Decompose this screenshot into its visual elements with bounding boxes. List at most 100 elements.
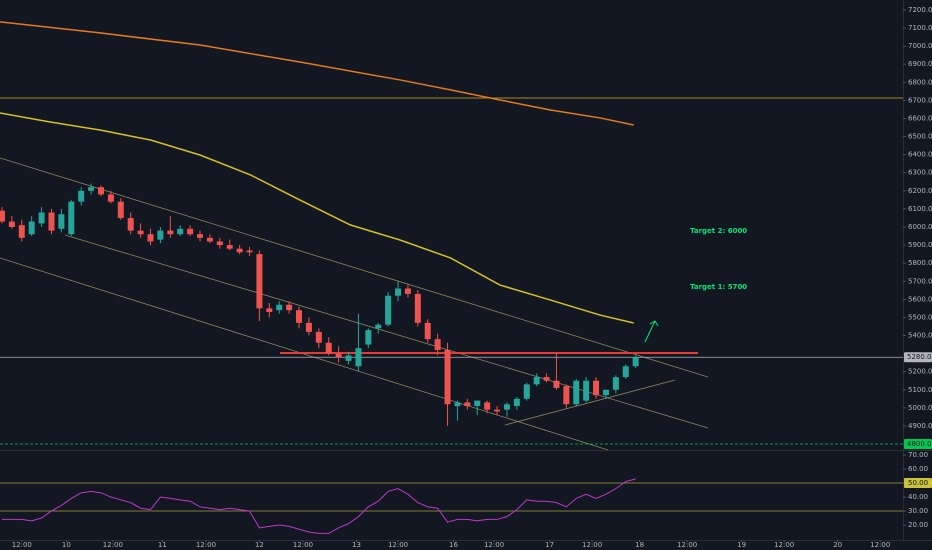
support-trendline [504, 379, 676, 426]
rsi-badge [904, 478, 932, 489]
candle-body [88, 187, 95, 191]
y-tick-label: 6400.0 [908, 151, 932, 159]
candle-body [365, 330, 372, 345]
candle-body [48, 212, 55, 231]
y-tick-label: 7000.0 [908, 42, 932, 50]
candle-body [187, 228, 194, 235]
arrow-head [649, 320, 659, 327]
x-tick-label: 12:00 [293, 541, 313, 549]
rsi-line [1, 478, 636, 534]
candle-body [127, 217, 134, 231]
candle-body [573, 380, 580, 405]
rsi-tick-label: 20.00 [908, 521, 928, 529]
x-tick-label: 12:00 [484, 541, 504, 549]
moving-average [0, 112, 634, 324]
candle-body [513, 398, 520, 407]
x-tick-label: 12:00 [677, 541, 697, 549]
rsi-badge-label: 50.00 [908, 479, 928, 487]
candle-body [157, 230, 164, 240]
x-tick-label: 12:00 [196, 541, 216, 549]
y-tick-label: 6300.0 [908, 169, 932, 177]
y-tick-label: 6700.0 [908, 96, 932, 104]
candle-body [533, 377, 540, 385]
y-tick-label: 6600.0 [908, 114, 932, 122]
y-tick-label: 5600.0 [908, 295, 932, 303]
x-tick-label: 20 [833, 541, 842, 549]
y-tick-label: 6100.0 [908, 205, 932, 213]
candle-body [385, 295, 392, 325]
rsi-tick-label: 30.00 [908, 507, 928, 515]
candle-body [593, 380, 600, 396]
x-tick-label: 12:00 [103, 541, 123, 549]
candle-body [107, 194, 114, 202]
candle-body [256, 254, 263, 309]
candle-body [395, 288, 402, 296]
candle-body [167, 230, 174, 235]
candle-body [335, 353, 342, 358]
candle-body [305, 322, 312, 332]
candle-body [434, 339, 441, 350]
candle-body [266, 308, 273, 312]
candle-body [8, 221, 15, 227]
candle-body [424, 322, 431, 340]
candle-body [18, 225, 25, 238]
candle-body [503, 404, 510, 410]
price-badge [904, 439, 932, 450]
y-tick-label: 5800.0 [908, 259, 932, 267]
price-badge [904, 352, 932, 363]
candle-body [38, 212, 45, 224]
x-tick-label: 12:00 [582, 541, 602, 549]
candle-body [0, 210, 5, 222]
candle-body [602, 389, 609, 396]
y-tick-label: 7100.0 [908, 24, 932, 32]
candle-body [58, 214, 65, 229]
candle-body [464, 402, 471, 407]
x-tick-label: 12 [255, 541, 264, 549]
y-tick-label: 5100.0 [908, 386, 932, 394]
candle-body [197, 234, 204, 238]
candle-body [206, 237, 213, 242]
rsi-tick-label: 60.00 [908, 465, 928, 473]
candle-body [583, 380, 590, 401]
candle-body [484, 402, 491, 410]
candle-body [78, 190, 85, 202]
candle-body [414, 293, 421, 323]
candle-body [296, 310, 303, 323]
candle-body [226, 245, 233, 249]
candle-body [622, 366, 629, 378]
candle-body [543, 377, 550, 381]
channel-top [0, 157, 709, 378]
candle-body [325, 342, 332, 354]
candle-body [523, 384, 530, 399]
x-tick-label: 12:00 [774, 541, 794, 549]
y-tick-label: 7200.0 [908, 6, 932, 14]
price-badge-label: 5280.0 [907, 353, 932, 361]
y-tick-label: 6900.0 [908, 60, 932, 68]
candle-body [375, 324, 382, 329]
candle-body [216, 241, 223, 246]
candle-body [68, 201, 75, 235]
candle-body [355, 348, 362, 367]
y-tick-label: 5400.0 [908, 332, 932, 340]
y-tick-label: 6000.0 [908, 223, 932, 231]
y-tick-label: 6800.0 [908, 78, 932, 86]
candle-body [236, 248, 243, 253]
candle-body [117, 201, 124, 218]
candle-body [246, 250, 253, 253]
candle-body [632, 357, 639, 367]
candle-body [97, 187, 104, 195]
candle-body [612, 377, 619, 390]
x-tick-label: 13 [352, 541, 361, 549]
candle-body [553, 380, 560, 388]
x-tick-label: 19 [737, 541, 746, 549]
candle-body [315, 331, 322, 343]
y-tick-label: 5500.0 [908, 313, 932, 321]
candle-body [177, 228, 184, 235]
x-tick-label: 12:00 [12, 541, 32, 549]
x-tick-label: 12:00 [388, 541, 408, 549]
candle-body [404, 288, 411, 294]
candle-body [276, 304, 283, 311]
price-badge-label: 4800.0 [907, 440, 932, 448]
